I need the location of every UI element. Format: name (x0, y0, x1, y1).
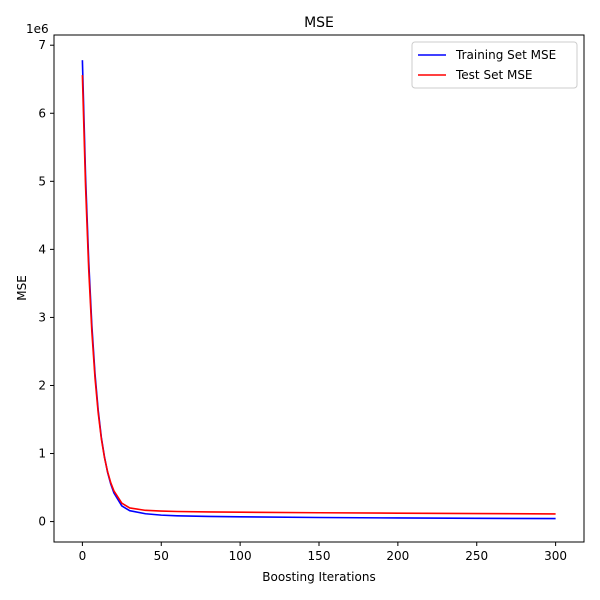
y-tick-label: 5 (38, 174, 46, 188)
y-tick-label: 3 (38, 310, 46, 324)
legend-label-training: Training Set MSE (455, 48, 556, 62)
x-axis-label: Boosting Iterations (262, 570, 375, 584)
legend: Training Set MSE Test Set MSE (411, 41, 578, 89)
y-tick-label: 2 (38, 378, 46, 392)
y-tick-label: 0 (38, 515, 46, 529)
series-line-training (81, 60, 556, 520)
y-tick-label: 7 (38, 38, 46, 52)
y-tick-label: 1 (38, 447, 46, 461)
chart-title: MSE (304, 15, 334, 31)
series-layer (81, 60, 556, 520)
x-tick-label: 150 (308, 549, 331, 563)
x-tick-label: 50 (154, 549, 169, 563)
y-axis-ticks: 0 1 2 3 4 5 6 7 (38, 38, 54, 529)
x-tick-label: 200 (386, 549, 409, 563)
series-line-test (81, 75, 556, 515)
x-tick-label: 0 (79, 549, 87, 563)
y-tick-label: 6 (38, 106, 46, 120)
y-axis-label: MSE (15, 275, 29, 301)
x-axis-ticks: 0 50 100 150 200 250 300 (79, 542, 567, 563)
plot-frame (53, 34, 585, 543)
legend-frame (411, 41, 578, 89)
x-tick-label: 300 (544, 549, 567, 563)
y-tick-label: 4 (38, 242, 46, 256)
legend-label-test: Test Set MSE (455, 68, 533, 82)
x-tick-label: 250 (465, 549, 488, 563)
x-tick-label: 100 (229, 549, 252, 563)
y-offset-label: 1e6 (26, 22, 49, 36)
